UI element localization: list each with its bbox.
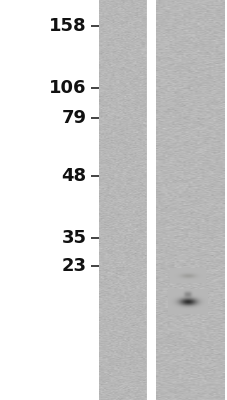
Text: 158: 158 [49, 17, 86, 35]
Text: 79: 79 [61, 109, 86, 127]
Text: 23: 23 [61, 257, 86, 275]
Text: 48: 48 [61, 167, 86, 185]
Text: 35: 35 [61, 229, 86, 247]
Text: 106: 106 [49, 79, 86, 97]
